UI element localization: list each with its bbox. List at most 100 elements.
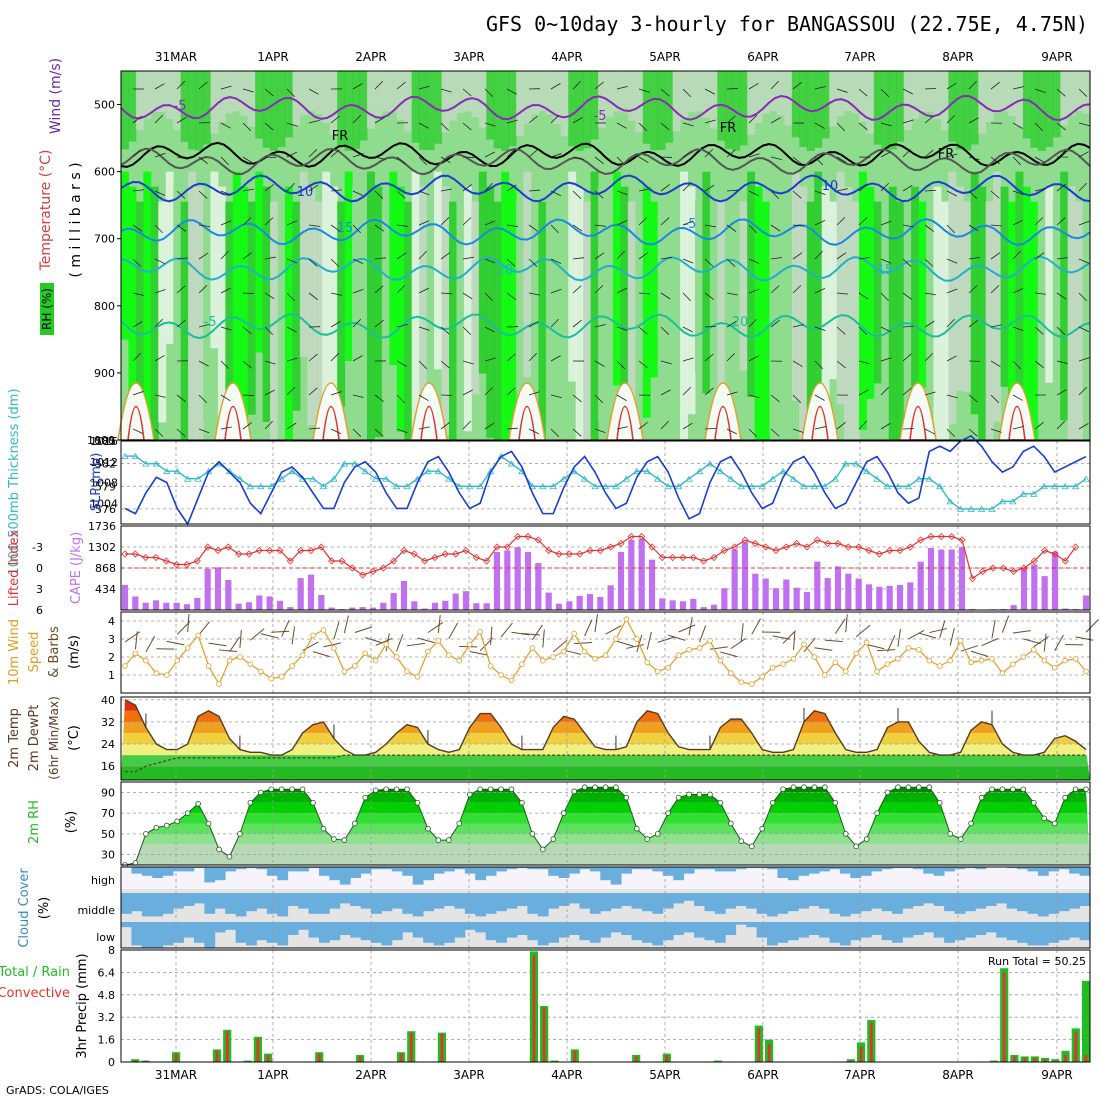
wind-barb [836, 88, 848, 93]
li-point [317, 543, 325, 551]
wind-barb [814, 394, 825, 401]
rh-column [918, 201, 927, 388]
thickness-tick: 579 [95, 480, 116, 493]
rh-column-upper [873, 71, 882, 145]
wind-speed-point [247, 661, 254, 667]
wind-speed-point [550, 654, 557, 660]
cloud-low-cell [839, 922, 851, 946]
wind-barb [1056, 183, 1066, 192]
cloud-middle-cell [1079, 893, 1091, 906]
cloud-middle-cell [756, 893, 768, 914]
cape-bar [142, 602, 149, 610]
wind-barb [594, 156, 604, 165]
wind-barb [308, 224, 320, 227]
cape-bar [297, 578, 304, 610]
wind-barb [198, 360, 209, 367]
li-point [410, 550, 418, 558]
date-label-top: 1APR [257, 50, 288, 64]
dewpoint-line [125, 754, 1086, 773]
cloud-middle-cell [256, 893, 268, 909]
rh-point [205, 820, 212, 827]
wind-barb [550, 288, 562, 294]
wind-barb-10m [176, 621, 191, 635]
li-point [906, 543, 914, 551]
wind-barb [418, 287, 430, 294]
wind-barb [990, 81, 1000, 90]
rh-column [255, 171, 264, 353]
thickness-point [1009, 498, 1017, 505]
cloud-low-cell [756, 922, 768, 938]
cloud-low-cell [881, 922, 893, 941]
rh-column [202, 201, 211, 419]
cloud-low-cell [704, 922, 716, 941]
cloud-low-cell [610, 922, 622, 933]
thickness-point [361, 467, 369, 475]
rh-column-upper [657, 71, 666, 150]
rh-column [404, 201, 413, 478]
wind-speed-point [404, 668, 410, 675]
wind-barb [330, 115, 340, 124]
wind-barb-10m [981, 638, 999, 647]
cloud-middle-cell [589, 893, 601, 914]
wind-barb-10m [584, 619, 593, 637]
thickness-point [633, 467, 641, 475]
rh-column [501, 171, 510, 446]
rh-column [754, 186, 763, 453]
cape-bar [628, 539, 635, 610]
cloud-low-cell [652, 922, 664, 946]
cloud-low-cell [662, 922, 674, 941]
cloud-low-cell [819, 922, 830, 938]
wind-barb [1056, 217, 1066, 226]
cape-bar [349, 607, 356, 610]
wind-barb [352, 224, 361, 234]
cloud-low-cell [214, 922, 226, 933]
wind-barb-10m [803, 637, 816, 653]
rh-point [999, 786, 1006, 793]
date-label-bottom: 5APR [649, 1068, 680, 1082]
cloud-high-cell [1069, 867, 1080, 874]
cloud-high-cell [1058, 867, 1070, 870]
cape-bar [225, 580, 232, 610]
wind-barb-10m [208, 642, 227, 647]
li-point [390, 557, 398, 565]
cloud-low-cell [371, 922, 382, 943]
li-point [514, 532, 522, 541]
warm-core [1008, 405, 1026, 441]
rh-column [165, 171, 174, 344]
thickness-point [748, 482, 756, 490]
wind-barb [682, 258, 694, 264]
temp-frame [120, 696, 1091, 781]
rh-point [310, 799, 316, 806]
precip-conv-bar [665, 1055, 669, 1062]
li-point [493, 543, 501, 551]
precip-total-bar [1081, 980, 1091, 1062]
wind-barb-10m [365, 637, 383, 644]
cloud-high-cell [183, 867, 195, 872]
rh-column-upper [374, 71, 383, 118]
rh-column [277, 171, 286, 451]
wind-barb [638, 188, 650, 192]
wind-speed-point [978, 657, 985, 664]
wind-barb [462, 326, 472, 336]
temp-axis-label-3: (6hr Min/Max) [47, 696, 61, 780]
cloud-middle-cell [860, 893, 872, 912]
rh-column-upper [709, 71, 718, 129]
wind-barb [836, 217, 846, 226]
wind-barb [1056, 326, 1066, 335]
cloud-high-cell [475, 867, 487, 881]
wind-barb [814, 86, 826, 90]
rh-point [247, 799, 254, 806]
wind-barb [792, 156, 802, 165]
precip-conv-bar [757, 1028, 761, 1062]
li-point [576, 550, 584, 558]
wind-barb [638, 326, 648, 335]
cape-bar [576, 595, 583, 610]
wind-barb [858, 326, 868, 335]
wind-barb [528, 149, 538, 158]
cloud-low-cell [444, 922, 455, 943]
wind-barb [836, 326, 846, 335]
rh-column-upper [352, 71, 361, 149]
wind-barb [396, 285, 406, 294]
li-point [896, 546, 904, 555]
wind-speed-point [748, 681, 755, 687]
